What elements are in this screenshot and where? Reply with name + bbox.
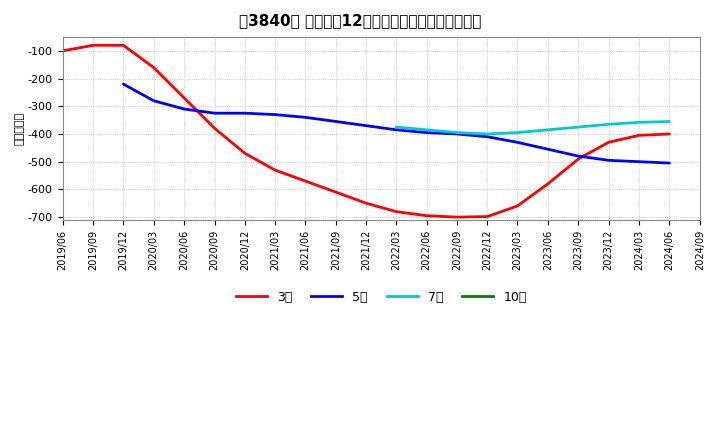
Text: ［3840］ 経常利益12か月移動合計の平均値の推移: ［3840］ 経常利益12か月移動合計の平均値の推移: [239, 13, 481, 28]
Legend: 3年, 5年, 7年, 10年: 3年, 5年, 7年, 10年: [231, 286, 532, 309]
Y-axis label: （百万円）: （百万円）: [15, 112, 25, 145]
